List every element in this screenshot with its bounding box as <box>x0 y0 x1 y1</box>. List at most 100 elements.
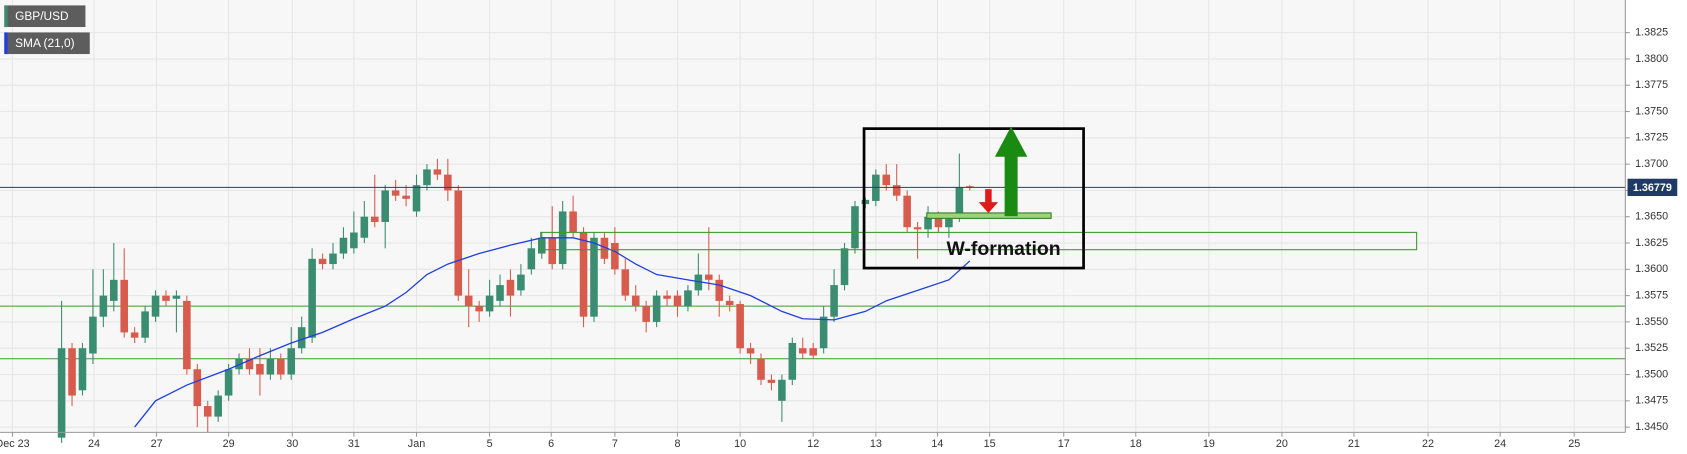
candle-body <box>162 295 170 301</box>
legend-box <box>4 32 90 55</box>
x-tick-label: 18 <box>1130 438 1142 450</box>
x-tick-label: 30 <box>286 438 298 450</box>
x-tick-label: 27 <box>151 438 163 450</box>
x-tick-label: 8 <box>674 438 680 450</box>
candle-body <box>621 269 630 296</box>
up-arrow-head <box>994 126 1028 157</box>
x-tick-label: 14 <box>931 438 943 450</box>
x-tick-label: 20 <box>1276 438 1288 450</box>
last-price-label: 1.36779 <box>1633 182 1672 194</box>
y-tick-label: 1.3700 <box>1635 158 1668 170</box>
candle-body <box>464 295 473 307</box>
candle-body <box>235 358 243 370</box>
x-tick-label: 31 <box>348 438 360 450</box>
candle-body <box>89 316 97 354</box>
candle-body <box>694 274 703 291</box>
y-tick-label: 1.3575 <box>1635 289 1668 301</box>
y-tick-label: 1.3825 <box>1635 26 1668 38</box>
candle-body <box>172 295 181 299</box>
neckline-bar <box>926 212 1052 219</box>
candle-body <box>433 169 442 175</box>
candle-body <box>955 187 964 217</box>
candle-body <box>475 306 483 312</box>
candle-body <box>809 348 817 356</box>
last-price-box <box>1627 178 1678 197</box>
candle-body <box>329 253 337 265</box>
y-tick-label: 1.3600 <box>1635 263 1668 275</box>
candle-body <box>715 279 724 301</box>
candle-body <box>746 348 755 354</box>
x-tick-label: 10 <box>734 438 746 450</box>
candle-body <box>266 358 275 375</box>
candle-body <box>945 218 953 228</box>
candle-body <box>736 304 744 349</box>
candle-body <box>193 369 202 407</box>
y-tick-label: 1.3625 <box>1635 237 1668 249</box>
plot-area <box>0 0 1626 443</box>
candle-body <box>78 348 87 391</box>
sma-line <box>134 237 971 428</box>
candle-body <box>673 295 682 307</box>
candle-body <box>663 295 671 299</box>
candle-body <box>391 190 400 196</box>
candle-body <box>141 311 149 338</box>
candle-body <box>705 274 713 280</box>
legend-label: SMA (21,0) <box>15 36 74 50</box>
x-tick-label: 5 <box>487 438 493 450</box>
candle-body <box>370 216 379 222</box>
candle-body <box>318 258 327 265</box>
candle-body <box>412 185 421 212</box>
candle-body <box>725 300 734 306</box>
annotation-text: W-formation <box>946 238 1060 260</box>
candle-body <box>245 358 254 370</box>
x-tick-label: 17 <box>1058 438 1070 450</box>
candle-body <box>381 190 389 222</box>
candle-body <box>506 279 515 296</box>
annotations: W-formation <box>540 126 1418 270</box>
x-tick-label: 19 <box>1203 438 1215 450</box>
candle-body <box>840 248 849 286</box>
axes: 1.3450 1.3475 1.3500 1.3525 1.3550 1.3575 1.36… <box>0 26 1678 450</box>
candle-body <box>68 348 76 396</box>
candle-body <box>569 211 577 233</box>
candle-body <box>360 216 369 238</box>
candle-body <box>130 332 139 338</box>
candle-body <box>517 274 525 291</box>
up-arrow-shaft <box>1004 154 1018 217</box>
candle-body <box>851 206 859 249</box>
y-tick-label: 1.3800 <box>1635 53 1668 65</box>
x-tick-label: 22 <box>1422 438 1434 450</box>
candle-body <box>913 227 922 230</box>
candle-body <box>579 232 588 317</box>
candle-body <box>183 300 191 370</box>
candle-body <box>277 358 285 375</box>
candle-body <box>830 285 838 317</box>
candle-body <box>924 216 932 230</box>
candle-body <box>892 185 901 196</box>
legend: GBP/USD SMA (21,0) <box>4 5 90 55</box>
x-tick-label: 21 <box>1348 438 1360 450</box>
y-tick-label: 1.3525 <box>1635 342 1668 354</box>
candle-body <box>631 295 640 307</box>
x-tick-label: 7 <box>612 438 618 450</box>
candle-body <box>590 237 598 317</box>
x-tick-label: 24 <box>88 438 100 450</box>
x-tick-label: 12 <box>807 438 819 450</box>
down-arrow-head <box>978 202 999 213</box>
x-tick-label: Dec 23 <box>0 438 30 450</box>
candle-body <box>110 279 118 301</box>
legend-box <box>4 5 86 28</box>
candle-body <box>297 327 306 349</box>
candle-body <box>287 348 296 375</box>
candle-body <box>256 363 264 375</box>
candle-body <box>778 379 786 401</box>
candle-body <box>903 195 911 228</box>
y-tick-label: 1.3450 <box>1635 421 1668 433</box>
candle-body <box>454 190 463 296</box>
y-tick-label: 1.3500 <box>1635 368 1668 380</box>
candle-body <box>423 169 431 186</box>
candle-body <box>611 243 619 270</box>
down-arrow-shaft <box>985 189 992 204</box>
x-tick-label: 29 <box>223 438 235 450</box>
